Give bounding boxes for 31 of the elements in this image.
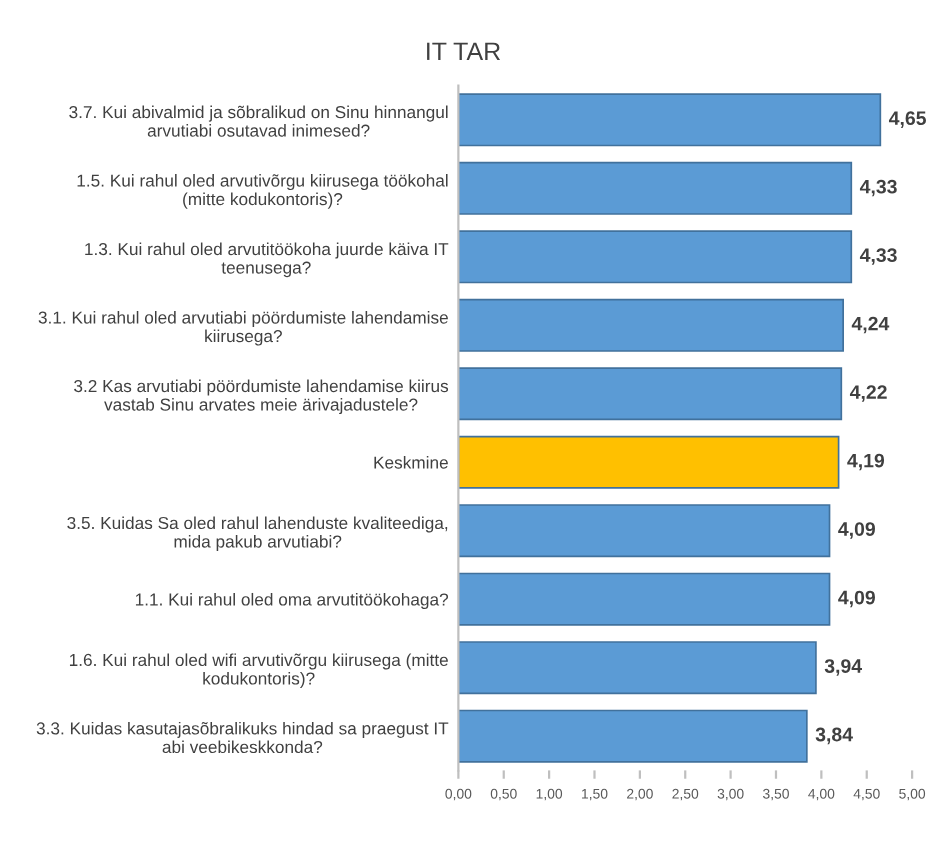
data-label: 4,33 — [859, 179, 897, 197]
y-tick-label: Keskmine — [374, 456, 448, 469]
data-label: 3,94 — [824, 659, 862, 676]
data-label: 4,09 — [838, 590, 875, 608]
bar — [458, 504, 831, 558]
y-tick-label: 3.5. Kuidas Sa oled rahul lahenduste kvaliteediga, mida pakub arvutiabi? — [67, 516, 448, 552]
data-label: 4,33 — [859, 248, 897, 265]
data-label: 4,65 — [888, 111, 926, 128]
y-tick-label: 1.3. Kui rahul oled arvutitöökoha juurde käiva IT teenusega? — [85, 242, 449, 278]
y-tick-label: 1.5. Kui rahul oled arvutivõrgu kiirusega töökohal (mitte kodukontoris)? — [77, 174, 448, 209]
bar — [458, 435, 840, 489]
y-tick-label: 3.1. Kui rahul oled arvutiabi pöördumiste lahendamise kiirusega? — [38, 311, 448, 346]
data-label: 4,09 — [838, 522, 875, 539]
bar — [458, 709, 808, 763]
bar — [458, 230, 853, 284]
data-label: 4,22 — [849, 385, 887, 402]
chart-title: IT TAR — [427, 42, 501, 60]
bar — [458, 367, 843, 421]
data-label: 4,24 — [851, 316, 890, 334]
data-label: 4,19 — [847, 453, 885, 471]
data-label: 3,84 — [815, 727, 853, 745]
bar — [458, 298, 844, 352]
y-tick-label: 3.7. Kui abivalmid ja sõbralikud on Sinu hinnangul arvutiabi osutavad inimesed? — [69, 105, 448, 137]
bar — [458, 641, 817, 695]
bar — [458, 572, 831, 626]
y-tick-label: 3.2 Kas arvutiabi pöördumiste lahendamise kiirus vastab Sinu arvates meie ärivajadustele? — [74, 379, 449, 415]
bar — [458, 161, 853, 215]
y-tick-label: 1.6. Kui rahul oled wifi arvutivõrgu kiirusega (mitte kodukontoris)? — [69, 653, 448, 689]
y-tick-label: 3.3. Kuidas kasutajasõbralikuks hindad sa praegust IT abi veebikeskkonda? — [36, 721, 449, 754]
y-tick-label: 1.1. Kui rahul oled oma arvutitöökohaga? — [135, 592, 449, 610]
bar — [458, 93, 882, 147]
